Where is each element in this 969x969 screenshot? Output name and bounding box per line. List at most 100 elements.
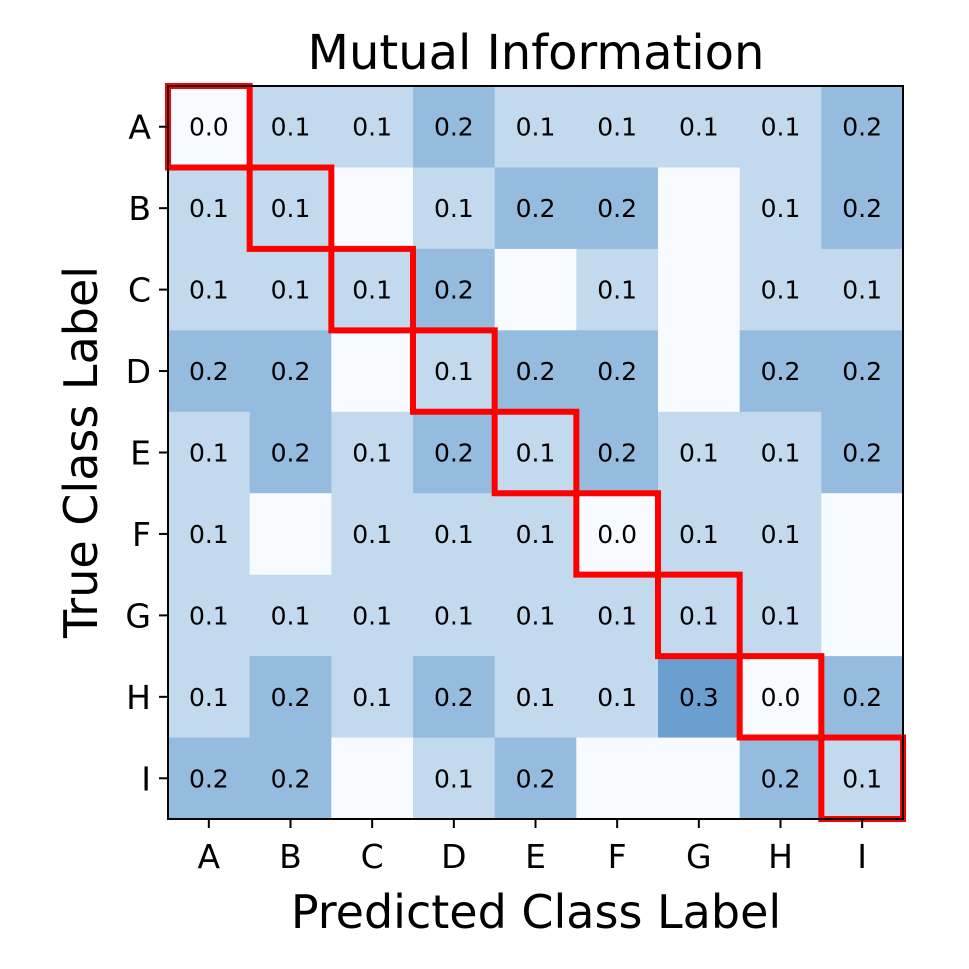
cell-value-label: 0.2	[189, 764, 229, 793]
heatmap-cell	[821, 737, 904, 820]
cell-value-label: 0.1	[761, 194, 801, 223]
y-tick-label: B	[128, 189, 151, 228]
cell-value-label: 0.1	[842, 764, 882, 793]
cell-value-label: 0.2	[842, 113, 882, 142]
cell-value-label: 0.1	[761, 439, 801, 468]
heatmap-cell	[821, 656, 904, 739]
heatmap-cell	[821, 167, 904, 250]
cell-value-label: 0.1	[679, 113, 719, 142]
heatmap-cell	[413, 248, 496, 331]
cell-value-label: 0.1	[352, 276, 392, 305]
cell-value-label: 0.1	[189, 601, 229, 630]
heatmap-cell	[413, 86, 496, 168]
cell-value-label: 0.3	[679, 683, 719, 712]
cell-value-label: 0.2	[516, 357, 556, 386]
heatmap-cell	[494, 574, 577, 657]
cell-value-label: 0.2	[597, 439, 637, 468]
heatmap-cell	[821, 330, 904, 413]
heatmap-cell	[413, 330, 496, 413]
y-tick-label: E	[130, 434, 151, 473]
cell-value-label: 0.2	[597, 194, 637, 223]
cell-value-label: 0.1	[271, 276, 311, 305]
heatmap-cell	[413, 656, 496, 739]
heatmap-cell	[494, 411, 577, 494]
cell-value-label: 0.2	[434, 113, 474, 142]
heatmap-cell	[658, 167, 741, 250]
heatmap-cell	[494, 248, 577, 331]
heatmap-cell	[576, 330, 659, 413]
heatmap-cell	[413, 737, 496, 820]
cell-value-label: 0.0	[189, 113, 229, 142]
heatmap-cell	[249, 248, 332, 331]
y-tick-label: I	[141, 759, 151, 798]
heatmap-cell	[249, 330, 332, 413]
heatmap-cell	[576, 656, 659, 739]
heatmap-cell	[331, 86, 414, 168]
heatmap-cell	[739, 737, 822, 820]
y-tick-label: F	[132, 515, 151, 554]
heatmap-cell	[331, 248, 414, 331]
cell-value-label: 0.2	[516, 764, 556, 793]
cell-value-label: 0.1	[516, 439, 556, 468]
cell-value-label: 0.1	[761, 520, 801, 549]
cell-value-label: 0.1	[597, 683, 637, 712]
cell-value-label: 0.1	[189, 520, 229, 549]
heatmap-cell	[658, 411, 741, 494]
heatmap-cell	[821, 411, 904, 494]
cell-value-label: 0.1	[679, 520, 719, 549]
heatmap-cell	[413, 574, 496, 657]
heatmap-cell	[168, 737, 251, 820]
heatmap-cell	[576, 411, 659, 494]
x-tick-label: B	[279, 837, 302, 876]
heatmap-cell	[576, 86, 659, 168]
x-tick-label: F	[608, 837, 627, 876]
cell-value-label: 0.1	[679, 439, 719, 468]
heatmap-cell	[331, 737, 414, 820]
y-axis-ticks: A B C D E F G H I	[125, 108, 168, 798]
heatmap-cell	[249, 493, 332, 576]
heatmap-cell	[739, 167, 822, 250]
heatmap-cell	[658, 330, 741, 413]
heatmap-cell	[331, 656, 414, 739]
cell-value-label: 0.1	[352, 601, 392, 630]
cell-value-label: 0.1	[761, 601, 801, 630]
cell-value-label: 0.2	[271, 764, 311, 793]
heatmap-cell	[249, 737, 332, 820]
heatmap-cell	[658, 737, 741, 820]
heatmap-cell	[331, 330, 414, 413]
heatmap-cell	[739, 411, 822, 494]
heatmap-cell	[494, 86, 577, 168]
heatmap-cell	[576, 248, 659, 331]
cell-value-label: 0.1	[271, 113, 311, 142]
cell-value-label: 0.1	[352, 683, 392, 712]
cell-value-label: 0.1	[271, 194, 311, 223]
heatmap-cell	[168, 656, 251, 739]
heatmap-cell	[168, 248, 251, 331]
cell-value-label: 0.1	[434, 194, 474, 223]
heatmap-cell	[494, 167, 577, 250]
cell-value-label: 0.2	[189, 357, 229, 386]
heatmap-cells	[168, 86, 904, 820]
cell-value-label: 0.1	[352, 113, 392, 142]
heatmap-cell	[249, 411, 332, 494]
cell-value-label: 0.2	[516, 194, 556, 223]
cell-value-label: 0.0	[597, 520, 637, 549]
cell-value-label: 0.1	[352, 439, 392, 468]
x-tick-label: H	[768, 837, 793, 876]
x-tick-label: I	[857, 837, 867, 876]
y-tick-label: H	[126, 678, 151, 717]
cell-value-label: 0.2	[842, 683, 882, 712]
cell-value-label: 0.2	[761, 764, 801, 793]
cell-value-label: 0.2	[434, 439, 474, 468]
heatmap-cell	[494, 330, 577, 413]
y-tick-label: D	[126, 352, 151, 391]
cell-value-label: 0.1	[516, 113, 556, 142]
x-axis-title: Predicted Class Label	[291, 885, 781, 939]
cell-value-label: 0.1	[516, 683, 556, 712]
heatmap-cell	[494, 656, 577, 739]
cell-value-label: 0.1	[434, 764, 474, 793]
cell-value-label: 0.2	[271, 357, 311, 386]
heatmap-cell	[331, 493, 414, 576]
